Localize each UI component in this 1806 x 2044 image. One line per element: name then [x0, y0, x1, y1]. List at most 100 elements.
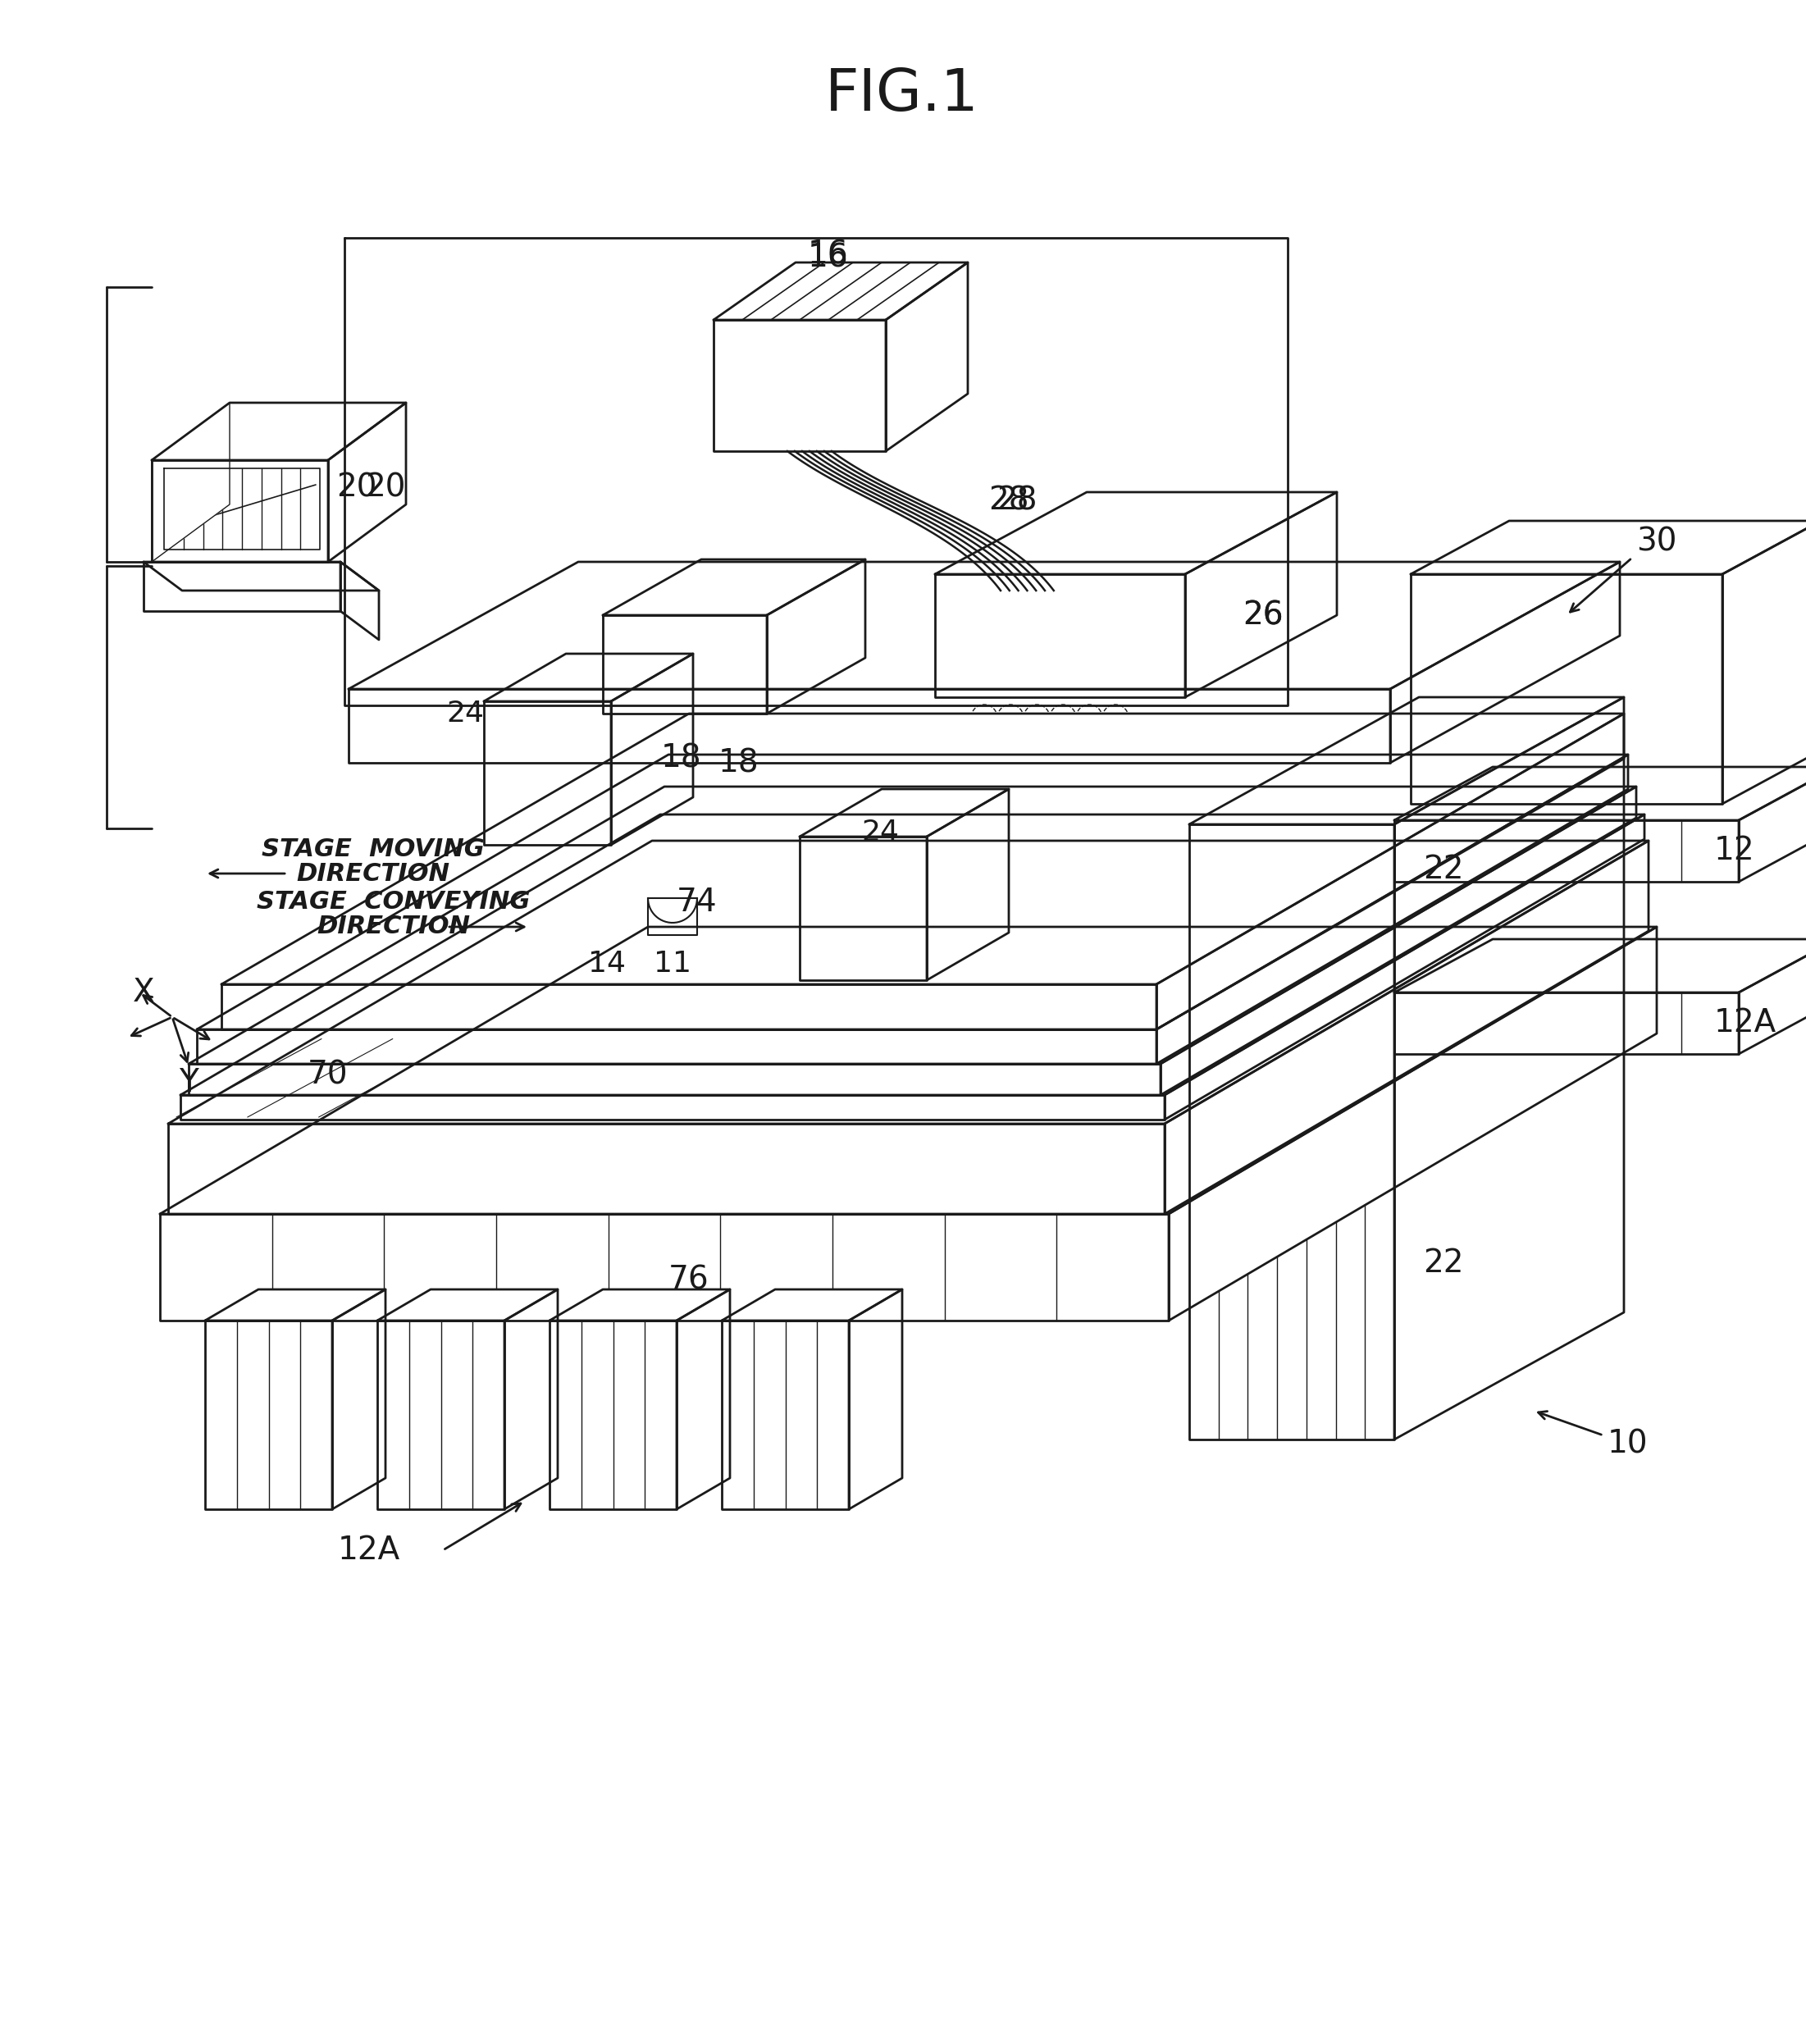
Polygon shape [1156, 754, 1627, 1063]
Polygon shape [610, 654, 694, 844]
Polygon shape [161, 926, 1656, 1214]
Polygon shape [1188, 697, 1624, 824]
Text: 28: 28 [988, 484, 1029, 515]
Text: 20: 20 [336, 472, 377, 503]
Polygon shape [504, 1290, 558, 1508]
Polygon shape [1185, 493, 1336, 697]
Polygon shape [849, 1290, 903, 1508]
Text: 26: 26 [1243, 599, 1284, 632]
Polygon shape [329, 403, 406, 562]
Text: Y: Y [179, 1067, 199, 1098]
Polygon shape [1739, 938, 1806, 1055]
Polygon shape [722, 1320, 849, 1508]
Polygon shape [181, 814, 1645, 1096]
Text: 26: 26 [1243, 599, 1284, 632]
Text: 24: 24 [446, 699, 484, 728]
Text: FIG.1: FIG.1 [825, 65, 979, 123]
Polygon shape [603, 560, 865, 615]
Polygon shape [168, 1124, 1165, 1214]
Text: 16: 16 [807, 243, 849, 274]
Text: 22: 22 [1423, 854, 1465, 885]
Text: 11: 11 [654, 950, 692, 977]
Text: 20: 20 [365, 472, 406, 503]
Text: STAGE  CONVEYING: STAGE CONVEYING [256, 891, 531, 914]
Text: 12A: 12A [1714, 1008, 1777, 1038]
Polygon shape [1394, 938, 1806, 993]
Text: 16: 16 [807, 239, 849, 270]
Polygon shape [188, 1063, 1161, 1096]
Text: 74: 74 [677, 887, 717, 918]
Text: 24: 24 [861, 818, 899, 846]
Polygon shape [197, 1030, 1156, 1063]
Polygon shape [222, 985, 1156, 1030]
Polygon shape [197, 754, 1627, 1030]
Polygon shape [332, 1290, 385, 1508]
Polygon shape [161, 1214, 1168, 1320]
Polygon shape [549, 1320, 677, 1508]
Text: 70: 70 [307, 1059, 349, 1089]
Text: 12A: 12A [338, 1535, 401, 1566]
Polygon shape [603, 615, 768, 713]
Polygon shape [936, 574, 1185, 697]
Polygon shape [349, 562, 1620, 689]
Polygon shape [768, 560, 865, 713]
Text: 14: 14 [589, 950, 627, 977]
Polygon shape [181, 1096, 1165, 1120]
Polygon shape [713, 262, 968, 321]
Polygon shape [143, 562, 340, 611]
Polygon shape [484, 701, 610, 844]
Polygon shape [1156, 713, 1624, 1030]
Polygon shape [1391, 562, 1620, 762]
Text: 10: 10 [1607, 1429, 1649, 1459]
Polygon shape [1161, 787, 1636, 1096]
Polygon shape [377, 1290, 558, 1320]
Polygon shape [677, 1290, 730, 1508]
Polygon shape [1410, 521, 1806, 574]
Text: 12: 12 [1714, 836, 1755, 867]
Text: X: X [132, 977, 155, 1008]
Text: 18: 18 [717, 748, 759, 779]
Polygon shape [152, 403, 229, 562]
Polygon shape [377, 1320, 504, 1508]
Polygon shape [713, 321, 885, 452]
Polygon shape [168, 840, 1649, 1124]
Polygon shape [936, 493, 1336, 574]
Polygon shape [722, 1290, 903, 1320]
Polygon shape [1394, 820, 1739, 881]
Text: 18: 18 [661, 744, 701, 775]
Polygon shape [1739, 766, 1806, 881]
Polygon shape [1394, 697, 1624, 1439]
Text: DIRECTION: DIRECTION [318, 916, 470, 938]
Polygon shape [1165, 814, 1645, 1120]
Polygon shape [885, 262, 968, 452]
Text: DIRECTION: DIRECTION [296, 863, 450, 885]
Polygon shape [648, 897, 697, 934]
Polygon shape [926, 789, 1010, 981]
Polygon shape [800, 789, 1010, 836]
Polygon shape [1168, 926, 1656, 1320]
Polygon shape [484, 654, 694, 701]
Polygon shape [1165, 840, 1649, 1214]
Polygon shape [152, 460, 329, 562]
Text: 28: 28 [997, 484, 1037, 515]
Text: STAGE  MOVING: STAGE MOVING [262, 838, 484, 861]
Text: 22: 22 [1423, 1247, 1465, 1280]
Text: 76: 76 [668, 1263, 710, 1296]
Text: 30: 30 [1636, 525, 1678, 556]
Polygon shape [1188, 824, 1394, 1439]
Polygon shape [800, 836, 926, 981]
Polygon shape [349, 689, 1391, 762]
Polygon shape [152, 403, 406, 460]
Polygon shape [222, 713, 1624, 985]
Polygon shape [206, 1290, 385, 1320]
Polygon shape [1410, 574, 1723, 803]
Polygon shape [1394, 993, 1739, 1055]
Polygon shape [340, 562, 379, 640]
Polygon shape [188, 787, 1636, 1063]
Polygon shape [164, 468, 320, 550]
Polygon shape [143, 562, 379, 591]
Polygon shape [1394, 766, 1806, 820]
Polygon shape [1723, 521, 1806, 803]
Polygon shape [206, 1320, 332, 1508]
Polygon shape [549, 1290, 730, 1320]
